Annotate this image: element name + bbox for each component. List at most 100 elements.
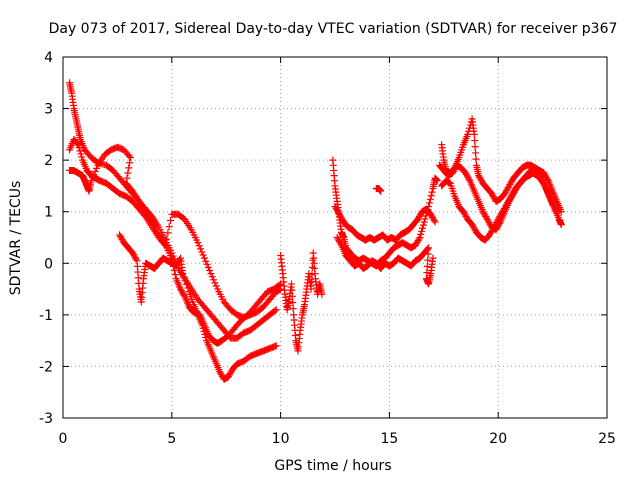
data-point-track-B xyxy=(126,159,134,167)
data-point-track-F xyxy=(419,221,427,229)
data-point-track-C xyxy=(78,153,86,161)
data-point-track-F xyxy=(416,234,424,241)
data-point-track-I xyxy=(377,187,385,195)
data-point-track-L xyxy=(496,220,504,228)
y-tick-label: -3 xyxy=(39,411,53,427)
data-point-track-F xyxy=(426,195,434,203)
data-point-track-D xyxy=(176,256,184,264)
data-point-track-C xyxy=(212,282,220,290)
data-point-track-C xyxy=(199,251,207,259)
data-point-track-A xyxy=(272,306,280,314)
data-point-track-F xyxy=(417,230,425,238)
data-point-track-E xyxy=(308,271,316,279)
data-point-track-C xyxy=(202,257,210,265)
data-point-track-F xyxy=(427,192,435,200)
data-point-track-J xyxy=(471,137,479,145)
data-point-track-C xyxy=(203,260,211,268)
data-point-track-F xyxy=(421,215,429,223)
data-point-track-C xyxy=(194,239,202,247)
data-point-track-C xyxy=(197,245,205,253)
data-point-track-D xyxy=(202,334,210,342)
y-tick-label: 3 xyxy=(44,102,53,118)
y-tick-label: -2 xyxy=(39,359,53,375)
data-point-track-L xyxy=(553,208,561,216)
data-point-track-B xyxy=(91,167,99,175)
data-point-track-A xyxy=(271,307,279,315)
y-tick-label: -1 xyxy=(39,308,53,324)
data-point-track-J xyxy=(471,143,479,151)
data-point-track-H xyxy=(423,262,431,270)
data-point-track-B xyxy=(127,186,135,194)
data-point-track-B xyxy=(125,152,133,160)
data-point-track-E xyxy=(307,285,315,293)
x-axis-label: GPS time / hours xyxy=(274,458,391,474)
data-point-track-D xyxy=(272,342,280,350)
data-point-track-G xyxy=(431,218,439,226)
data-point-track-D xyxy=(132,255,140,263)
data-point-track-C xyxy=(195,242,203,250)
chart-title: Day 073 of 2017, Sidereal Day-to-day VTE… xyxy=(49,21,618,37)
data-point-track-C xyxy=(200,254,208,262)
data-point-track-C xyxy=(163,235,171,243)
data-point-track-H xyxy=(337,240,345,248)
data-point-track-C xyxy=(206,267,214,275)
data-point-track-G xyxy=(430,216,438,224)
data-point-track-L xyxy=(552,206,560,214)
data-point-track-B xyxy=(126,154,134,162)
data-point-track-C xyxy=(211,279,219,287)
x-tick-label: 15 xyxy=(380,431,398,447)
data-point-track-D xyxy=(180,273,188,281)
data-point-track-D xyxy=(179,270,187,278)
data-point-track-H xyxy=(425,244,433,252)
data-point-track-F xyxy=(425,199,433,207)
data-point-track-C xyxy=(165,223,173,231)
data-point-track-C xyxy=(140,211,148,219)
data-point-track-E xyxy=(288,286,296,294)
data-point-track-B xyxy=(123,174,131,182)
x-tick-label: 10 xyxy=(272,431,290,447)
data-point-track-D xyxy=(201,330,209,338)
data-point-track-C xyxy=(166,216,174,224)
data-point-track-C xyxy=(160,240,168,248)
data-point-track-D xyxy=(184,284,192,292)
data-point-track-C xyxy=(208,273,216,281)
data-point-track-H xyxy=(429,254,437,262)
data-point-track-F xyxy=(418,224,426,232)
data-point-track-H xyxy=(424,250,432,258)
y-tick-label: 1 xyxy=(44,205,53,221)
data-point-track-F xyxy=(418,227,426,235)
data-point-track-D xyxy=(183,280,191,288)
data-point-track-C xyxy=(161,241,169,249)
tick-labels: 0 5 10 15 20 25 -3 -2 -1 0 1 2 3 4 xyxy=(39,50,616,447)
data-point-track-D xyxy=(200,327,208,335)
data-point-track-J xyxy=(464,130,472,138)
data-point-track-F xyxy=(415,235,423,243)
data-point-track-K xyxy=(557,221,565,229)
x-tick-label: 5 xyxy=(167,431,176,447)
data-point-track-E xyxy=(318,290,326,298)
y-tick-label: 0 xyxy=(44,256,53,272)
data-point-track-J xyxy=(472,149,480,157)
data-point-track-C xyxy=(77,150,85,158)
data-point-track-J xyxy=(470,130,478,138)
data-point-track-B xyxy=(124,169,132,177)
data-point-track-C xyxy=(76,147,84,155)
data-point-track-H xyxy=(423,269,431,277)
data-point-track-J xyxy=(472,155,480,163)
data-point-track-D xyxy=(199,324,207,332)
data-point-track-C xyxy=(204,263,212,271)
data-point-track-C xyxy=(164,229,172,237)
data-point-track-L xyxy=(465,175,473,183)
data-point-track-E xyxy=(287,280,295,288)
data-point-track-C xyxy=(207,270,215,278)
x-tick-label: 0 xyxy=(59,431,68,447)
data-point-track-C xyxy=(277,285,285,293)
data-point-track-E xyxy=(288,292,296,300)
x-tick-label: 20 xyxy=(489,431,507,447)
data-point-track-E xyxy=(289,298,297,306)
data-point-track-E xyxy=(289,305,297,313)
data-point-track-B xyxy=(93,164,101,172)
data-point-track-C xyxy=(74,141,82,149)
data-point-track-B xyxy=(125,164,133,172)
